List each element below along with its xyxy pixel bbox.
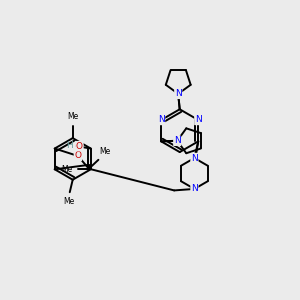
Text: Me: Me (61, 165, 72, 174)
Text: N: N (174, 136, 181, 145)
Text: N: N (158, 116, 165, 124)
Text: O: O (74, 152, 81, 160)
Text: N: N (195, 116, 202, 124)
Text: Me: Me (64, 197, 75, 206)
Text: O: O (76, 142, 83, 151)
Text: N: N (175, 89, 181, 98)
Text: Me: Me (100, 147, 111, 156)
Text: N: N (191, 154, 198, 163)
Text: N: N (191, 184, 198, 194)
Text: Me: Me (67, 112, 78, 121)
Text: H: H (67, 141, 73, 150)
